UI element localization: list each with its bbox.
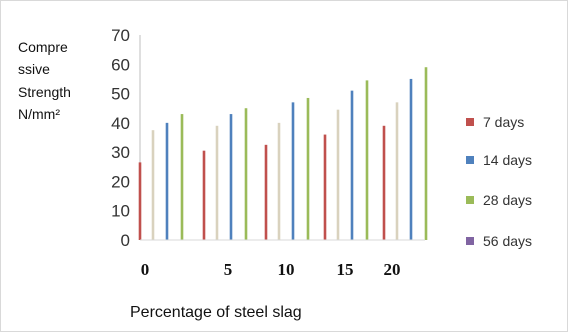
bar-extra bbox=[395, 102, 399, 240]
bar-7-days bbox=[382, 125, 386, 240]
bar-14-days bbox=[229, 114, 233, 240]
bar-28-days bbox=[180, 114, 184, 240]
bar-extra bbox=[336, 109, 340, 240]
y-tick-label: 0 bbox=[121, 231, 130, 250]
legend-label: 56 days bbox=[483, 233, 532, 249]
x-axis-label: Percentage of steel slag bbox=[130, 304, 302, 321]
y-tick-label: 60 bbox=[111, 55, 130, 74]
legend-swatch bbox=[466, 237, 474, 245]
bar-14-days bbox=[409, 78, 413, 240]
y-tick-label: 30 bbox=[111, 143, 130, 162]
y-axis-label-line: ssive bbox=[18, 61, 50, 77]
bar-extra bbox=[215, 125, 219, 240]
legend-label: 14 days bbox=[483, 152, 532, 168]
x-tick-label: 15 bbox=[337, 260, 354, 279]
bar-28-days bbox=[306, 97, 310, 240]
y-tick-label: 40 bbox=[111, 114, 130, 133]
legend-swatch bbox=[466, 156, 474, 164]
x-tick-label: 0 bbox=[141, 260, 150, 279]
bar-28-days bbox=[365, 80, 369, 241]
bar-14-days bbox=[291, 102, 295, 240]
legend-label: 7 days bbox=[483, 114, 524, 130]
y-axis-label-line: N/mm² bbox=[18, 106, 60, 122]
bar-28-days bbox=[244, 108, 248, 240]
legend-swatch bbox=[466, 118, 474, 126]
bar-14-days bbox=[165, 122, 169, 240]
x-tick-label: 10 bbox=[278, 260, 295, 279]
y-axis-label-line: Compre bbox=[18, 39, 68, 55]
bar-7-days bbox=[264, 144, 268, 240]
legend-label: 28 days bbox=[483, 192, 532, 208]
bar-extra bbox=[151, 130, 155, 240]
y-tick-label: 70 bbox=[111, 26, 130, 45]
x-tick-label: 5 bbox=[224, 260, 233, 279]
x-tick-label: 20 bbox=[384, 260, 401, 279]
bar-14-days bbox=[350, 90, 354, 241]
legend-swatch bbox=[466, 196, 474, 204]
bar-extra bbox=[277, 122, 281, 240]
bar-7-days bbox=[138, 162, 142, 240]
y-tick-label: 50 bbox=[111, 85, 130, 104]
y-tick-label: 10 bbox=[111, 202, 130, 221]
bar-28-days bbox=[424, 67, 428, 240]
bar-7-days bbox=[202, 150, 206, 240]
y-tick-label: 20 bbox=[111, 172, 130, 191]
bar-7-days bbox=[323, 134, 327, 240]
y-axis-label-line: Strength bbox=[18, 84, 71, 100]
